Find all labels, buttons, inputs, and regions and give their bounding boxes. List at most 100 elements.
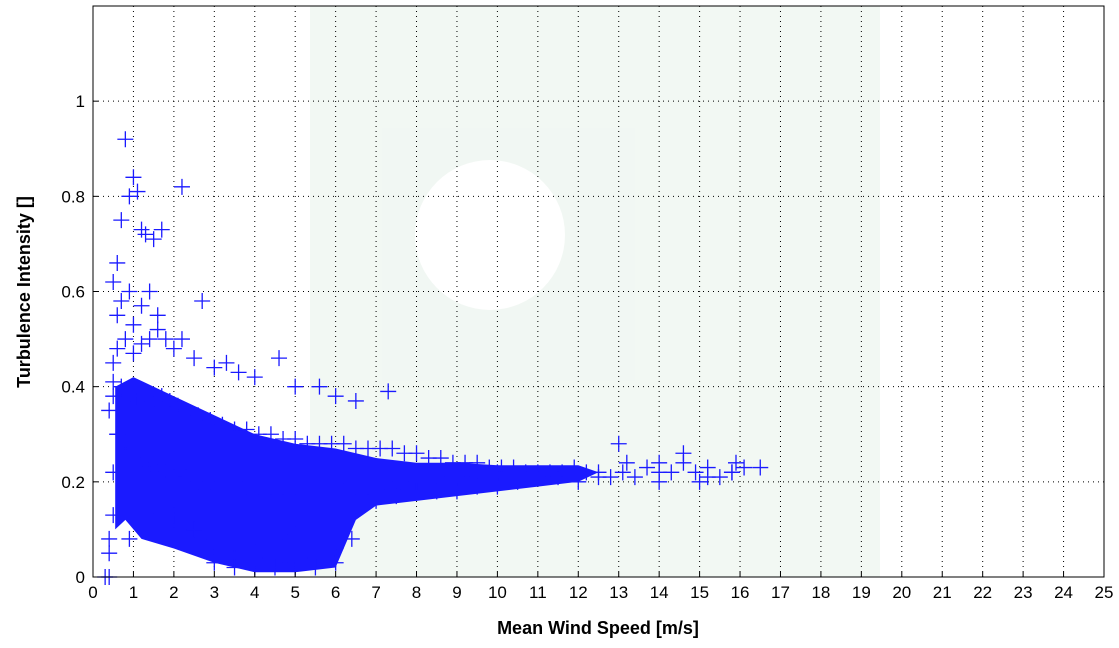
scatter-point bbox=[125, 450, 142, 467]
scatter-point bbox=[105, 388, 122, 405]
scatter-point bbox=[133, 335, 150, 352]
scatter-point bbox=[489, 464, 506, 481]
scatter-point bbox=[529, 469, 546, 486]
scatter-point bbox=[117, 331, 134, 348]
scatter-point bbox=[335, 435, 352, 452]
scatter-point bbox=[129, 388, 146, 405]
scatter-point bbox=[335, 483, 352, 500]
scatter-point bbox=[109, 340, 126, 357]
scatter-point bbox=[125, 316, 142, 333]
scatter-point bbox=[428, 483, 445, 500]
scatter-point bbox=[105, 464, 122, 481]
x-tick-label: 11 bbox=[529, 583, 547, 602]
scatter-point bbox=[218, 354, 235, 371]
x-axis-title: Mean Wind Speed [m/s] bbox=[497, 618, 699, 638]
scatter-point bbox=[121, 283, 138, 300]
scatter-point bbox=[105, 354, 122, 371]
scatter-point bbox=[121, 530, 138, 547]
scatter-point bbox=[614, 464, 631, 481]
scatter-point bbox=[145, 231, 162, 248]
scatter-point bbox=[125, 169, 142, 186]
x-tick-label: 22 bbox=[973, 583, 992, 602]
scatter-point bbox=[376, 473, 393, 490]
x-tick-label: 23 bbox=[1014, 583, 1033, 602]
y-tick-label: 0.8 bbox=[61, 187, 85, 206]
scatter-point bbox=[368, 492, 385, 509]
scatter-point bbox=[327, 507, 344, 524]
scatter-point bbox=[311, 378, 328, 395]
scatter-point bbox=[117, 131, 134, 148]
scatter-point bbox=[287, 526, 304, 543]
scatter-point bbox=[266, 559, 283, 576]
x-tick-label: 24 bbox=[1054, 583, 1073, 602]
scatter-point bbox=[699, 469, 716, 486]
scatter-point bbox=[639, 459, 656, 476]
scatter-point bbox=[299, 478, 316, 495]
scatter-point bbox=[380, 383, 397, 400]
x-tick-label: 5 bbox=[290, 583, 299, 602]
scatter-point bbox=[178, 402, 195, 419]
scatter-point bbox=[145, 497, 162, 514]
y-axis-title: Turbulence Intensity [] bbox=[14, 196, 34, 388]
x-tick-label: 9 bbox=[452, 583, 461, 602]
x-tick-label: 25 bbox=[1095, 583, 1114, 602]
scatter-point bbox=[133, 297, 150, 314]
scatter-point bbox=[153, 388, 170, 405]
scatter-point bbox=[566, 459, 583, 476]
scatter-point bbox=[117, 440, 134, 457]
scatter-point bbox=[133, 454, 150, 471]
scatter-point bbox=[392, 473, 409, 490]
x-tick-label: 13 bbox=[609, 583, 628, 602]
scatter-point bbox=[590, 469, 607, 486]
scatter-point bbox=[149, 321, 166, 338]
x-tick-label: 6 bbox=[331, 583, 340, 602]
scatter-point bbox=[307, 559, 324, 576]
scatter-point bbox=[101, 530, 118, 547]
scatter-point bbox=[105, 507, 122, 524]
scatter-point bbox=[206, 554, 223, 571]
scatter-point bbox=[194, 293, 211, 310]
scatter-point bbox=[432, 450, 449, 467]
scatter-point bbox=[173, 331, 190, 348]
scatter-point bbox=[109, 426, 126, 443]
scatter-point bbox=[149, 307, 166, 324]
scatter-point bbox=[327, 554, 344, 571]
scatter-point bbox=[347, 392, 364, 409]
scatter-point bbox=[408, 483, 425, 500]
scatter-point bbox=[550, 469, 567, 486]
x-tick-label: 4 bbox=[250, 583, 259, 602]
x-tick-label: 15 bbox=[690, 583, 709, 602]
scatter-point bbox=[343, 530, 360, 547]
scatter-point bbox=[663, 464, 680, 481]
x-tick-label: 19 bbox=[852, 583, 871, 602]
scatter-point bbox=[384, 440, 401, 457]
watermark-emblem bbox=[415, 160, 565, 310]
scatter-point bbox=[125, 483, 142, 500]
scatter-point bbox=[675, 445, 692, 462]
scatter-point bbox=[109, 307, 126, 324]
y-tick-label: 1 bbox=[76, 92, 85, 111]
scatter-point bbox=[157, 331, 174, 348]
scatter-point bbox=[141, 331, 158, 348]
scatter-point bbox=[186, 350, 203, 367]
scatter-point bbox=[230, 364, 247, 381]
scatter-point bbox=[723, 464, 740, 481]
scatter-point bbox=[266, 530, 283, 547]
scatter-point bbox=[226, 559, 243, 576]
scatter-point bbox=[113, 378, 130, 395]
x-tick-label: 8 bbox=[412, 583, 421, 602]
scatter-point bbox=[206, 540, 223, 557]
scatter-point bbox=[165, 507, 182, 524]
scatter-point bbox=[145, 397, 162, 414]
scatter-point bbox=[113, 293, 130, 310]
y-tick-label: 0.6 bbox=[61, 283, 85, 302]
scatter-point bbox=[359, 478, 376, 495]
scatter-point bbox=[651, 473, 668, 490]
x-tick-label: 10 bbox=[488, 583, 507, 602]
scatter-point bbox=[109, 254, 126, 271]
y-tick-label: 0 bbox=[76, 568, 85, 587]
scatter-point bbox=[137, 226, 154, 243]
scatter-point bbox=[610, 435, 627, 452]
x-tick-label: 16 bbox=[731, 583, 750, 602]
